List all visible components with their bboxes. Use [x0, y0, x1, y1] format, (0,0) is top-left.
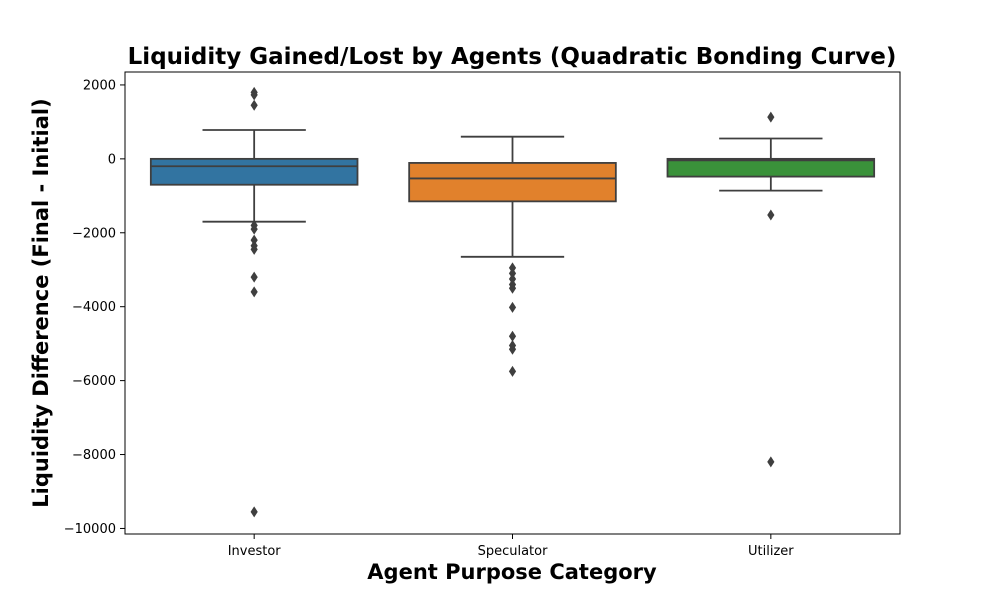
- y-tick-label: −2000: [72, 226, 116, 241]
- outlier-point: [767, 456, 775, 468]
- outlier-point: [508, 267, 517, 279]
- plot-area: [149, 86, 876, 518]
- box-body: [408, 162, 617, 203]
- outlier-point: [508, 343, 517, 355]
- outlier-point: [508, 262, 517, 274]
- y-tick-label: −4000: [72, 300, 116, 315]
- x-tick-label: Investor: [228, 544, 282, 559]
- x-tick-label: Speculator: [478, 544, 549, 559]
- y-tick-label: −8000: [72, 448, 116, 463]
- x-axis-label: Agent Purpose Category: [367, 560, 657, 584]
- chart-title: Liquidity Gained/Lost by Agents (Quadrat…: [128, 44, 897, 70]
- outlier-point: [250, 89, 258, 101]
- y-tick-label: 2000: [83, 78, 116, 93]
- outlier-point: [250, 271, 258, 283]
- box-body: [666, 157, 876, 178]
- outlier-point: [250, 234, 258, 246]
- outlier-point: [250, 243, 258, 255]
- box-investor: [149, 86, 359, 518]
- outlier-point: [250, 99, 258, 111]
- box-speculator: [408, 135, 617, 377]
- y-axis-label: Liquidity Difference (Final - Initial): [29, 98, 53, 507]
- outlier-point: [767, 209, 775, 221]
- x-tick-label: Utilizer: [748, 544, 794, 559]
- outlier-point: [508, 282, 517, 294]
- y-tick-label: 0: [108, 152, 116, 167]
- x-axis: Investor Speculator Utilizer: [228, 534, 794, 559]
- outlier-point: [767, 111, 775, 123]
- box-utilizer: [666, 111, 876, 468]
- y-tick-label: −6000: [72, 374, 116, 389]
- box-body: [149, 157, 359, 186]
- outlier-point: [508, 365, 517, 377]
- outlier-point: [250, 506, 258, 518]
- outlier-point: [250, 286, 258, 298]
- outlier-point: [250, 223, 258, 235]
- outlier-point: [508, 273, 517, 285]
- outlier-point: [508, 301, 517, 313]
- outlier-point: [508, 330, 517, 342]
- y-axis: 2000 0 −2000 −4000 −6000 −8000 −10000: [64, 78, 125, 537]
- y-tick-label: −10000: [64, 522, 116, 537]
